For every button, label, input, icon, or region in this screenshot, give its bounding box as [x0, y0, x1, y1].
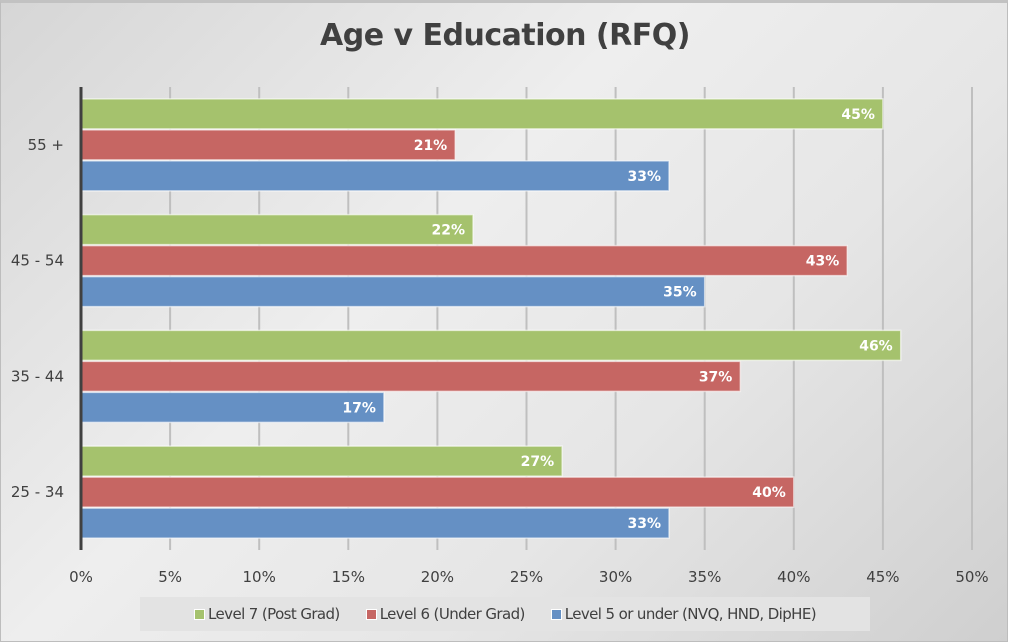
- x-tick-label: 10%: [243, 568, 276, 586]
- data-label: 46%: [859, 338, 893, 354]
- x-tick-label: 30%: [599, 568, 632, 586]
- bar: [80, 391, 385, 424]
- bar: [80, 244, 849, 277]
- legend-swatch: [550, 608, 562, 620]
- bar: [80, 329, 902, 362]
- x-tick-label: 5%: [158, 568, 182, 586]
- legend-item: Level 5 or under (NVQ, HND, DipHE): [550, 605, 817, 623]
- data-label: 33%: [628, 516, 662, 532]
- data-label: 17%: [342, 400, 376, 416]
- legend-label: Level 6 (Under Grad): [379, 605, 526, 623]
- data-label: 40%: [752, 485, 786, 501]
- data-label: 37%: [699, 369, 733, 385]
- y-axis-labels: 25 - 34 35 - 44 45 - 54 55 +: [11, 136, 64, 501]
- x-tick-label: 15%: [332, 568, 365, 586]
- bar: [80, 275, 706, 308]
- legend-swatch: [194, 608, 206, 620]
- data-label: 22%: [432, 223, 466, 239]
- x-tick-label: 40%: [777, 568, 810, 586]
- x-tick-label: 45%: [866, 568, 899, 586]
- legend-label: Level 5 or under (NVQ, HND, DipHE): [564, 605, 817, 623]
- data-label: 21%: [414, 138, 448, 154]
- data-label: 33%: [628, 169, 662, 185]
- legend-swatch: [365, 608, 377, 620]
- bar: [80, 213, 474, 246]
- legend: Level 7 (Post Grad) Level 6 (Under Grad) L…: [140, 597, 870, 631]
- legend-item: Level 7 (Post Grad): [194, 605, 340, 623]
- x-tick-label: 50%: [955, 568, 988, 586]
- data-labels: 33% 40% 27% 17% 37% 46% 35% 43% 22% 33% 21% 45%: [342, 107, 892, 532]
- bar: [80, 476, 795, 508]
- bar: [80, 98, 884, 130]
- y-tick-label: 45 - 54: [11, 252, 64, 270]
- x-tick-label: 0%: [69, 568, 93, 586]
- x-tick-label: 20%: [421, 568, 454, 586]
- bar: [80, 445, 563, 477]
- chart-title: Age v Education (RFQ): [320, 18, 690, 53]
- y-tick-label: 55 +: [28, 136, 64, 154]
- legend-item: Level 6 (Under Grad): [365, 605, 526, 623]
- data-label: 27%: [521, 454, 555, 470]
- bars: [80, 98, 902, 539]
- bar: [80, 507, 670, 539]
- data-label: 43%: [806, 254, 840, 270]
- bar: [80, 160, 670, 192]
- bar: [80, 360, 742, 393]
- y-tick-label: 25 - 34: [11, 483, 64, 501]
- bar: [80, 129, 456, 161]
- y-tick-label: 35 - 44: [11, 367, 64, 385]
- x-tick-label: 35%: [688, 568, 721, 586]
- data-label: 35%: [663, 285, 697, 301]
- data-label: 45%: [841, 107, 875, 123]
- x-axis-labels: 0% 5% 10% 15% 20% 25% 30% 35% 40% 45% 50%: [69, 568, 989, 586]
- x-tick-label: 25%: [510, 568, 543, 586]
- legend-label: Level 7 (Post Grad): [208, 605, 340, 623]
